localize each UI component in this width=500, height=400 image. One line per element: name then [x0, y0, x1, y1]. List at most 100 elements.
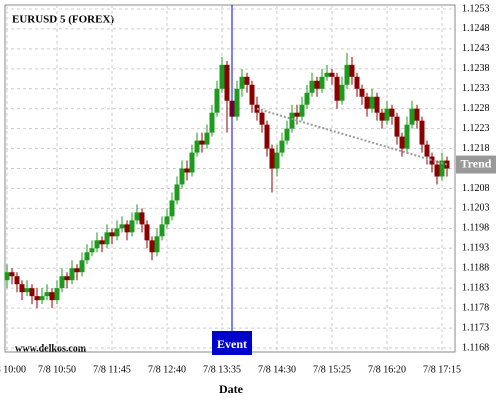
candle-body	[84, 252, 90, 261]
candle-body	[74, 268, 80, 273]
candle-body	[294, 112, 300, 117]
candle-body	[189, 152, 195, 173]
x-axis-label: Date	[219, 382, 244, 396]
candle-body	[119, 224, 125, 229]
candle-body	[414, 108, 420, 121]
y-tick-label: 1.1238	[462, 63, 490, 74]
candle-body	[154, 236, 160, 253]
candle-body	[239, 76, 245, 89]
candle-body	[134, 212, 140, 221]
candle-body	[379, 112, 385, 121]
candle-body	[139, 212, 145, 225]
candle-body	[354, 76, 360, 89]
x-tick-label: 7/8 12:40	[148, 364, 186, 375]
candle-body	[204, 132, 210, 145]
y-tick-label: 1.1198	[462, 223, 489, 234]
candle-body	[104, 232, 110, 245]
y-tick-label: 1.1223	[462, 123, 490, 134]
candle-body	[94, 240, 100, 249]
candle-body	[159, 224, 165, 237]
candle-body	[419, 120, 425, 145]
candle-body	[109, 232, 115, 237]
chart-title: EURUSD 5 (FOREX)	[12, 14, 114, 26]
candle-body	[304, 92, 310, 105]
candle-body	[259, 112, 265, 125]
candle-body	[399, 136, 405, 149]
candle-body	[9, 272, 15, 277]
candle-body	[424, 144, 430, 157]
y-tick-label: 1.1178	[462, 302, 489, 313]
candle-body	[334, 76, 340, 101]
candle-body	[444, 160, 450, 169]
plot-area	[4, 4, 456, 353]
candle-body	[49, 292, 55, 301]
candle-body	[19, 284, 25, 293]
y-tick-label: 1.1168	[462, 342, 489, 353]
candle-body	[409, 108, 415, 125]
candle-body	[389, 108, 395, 117]
candle-body	[184, 168, 190, 173]
y-tick-label: 1.1173	[462, 322, 489, 333]
candle-body	[224, 64, 230, 101]
y-tick-label: 1.1208	[462, 183, 490, 194]
candle-body	[179, 168, 185, 185]
candle-body	[404, 124, 410, 149]
candle-body	[79, 260, 85, 273]
candle-body	[114, 228, 120, 237]
y-tick-label: 1.1188	[462, 263, 489, 274]
candle-body	[439, 160, 445, 177]
candle-body	[269, 148, 275, 169]
candle-body	[144, 224, 150, 241]
candle-body	[284, 128, 290, 141]
candle-body	[14, 276, 20, 285]
y-tick-label: 1.1233	[462, 83, 490, 94]
candle-body	[89, 248, 95, 253]
x-tick-label: 7/8 13:35	[203, 364, 241, 375]
candle-body	[319, 76, 325, 89]
x-tick-label: 7/8 10:50	[38, 364, 76, 375]
candle-body	[99, 240, 105, 245]
candle-body	[384, 108, 390, 121]
candle-body	[29, 288, 35, 297]
candle-body	[359, 88, 365, 97]
candle-body	[329, 72, 335, 77]
x-tick-label: 7/8 14:30	[258, 364, 296, 375]
candle-body	[344, 64, 350, 85]
candle-body	[279, 140, 285, 153]
candle-body	[214, 88, 220, 113]
candle-body	[249, 84, 255, 105]
candle-body	[44, 292, 50, 297]
trend-line	[256, 107, 448, 166]
y-tick-label: 1.1243	[462, 43, 490, 54]
candle-body	[169, 200, 175, 217]
trend-label-box	[456, 155, 496, 174]
candle-body	[244, 76, 250, 85]
y-tick-label: 1.1253	[462, 3, 490, 14]
x-tick-label: 7/8 10:00	[0, 364, 26, 375]
candle-body	[174, 184, 180, 201]
candle-body	[69, 268, 75, 281]
y-tick-label: 1.1193	[462, 243, 489, 254]
event-label-box	[212, 331, 252, 355]
candle-body	[364, 96, 370, 109]
x-tick-label: 7/8 16:20	[368, 364, 406, 375]
y-tick-label: 1.1218	[462, 143, 490, 154]
candle-body	[324, 72, 330, 77]
event-label: Event	[217, 337, 247, 351]
x-tick-label: 7/8 15:25	[313, 364, 351, 375]
candle-body	[129, 220, 135, 233]
candle-body	[199, 140, 205, 145]
candle-body	[24, 288, 30, 293]
candle-body	[369, 96, 375, 109]
watermark: www.delkos.com	[15, 343, 87, 354]
candle-body	[429, 156, 435, 165]
candle-body	[394, 116, 400, 137]
candle-body	[309, 80, 315, 93]
y-tick-label: 1.1248	[462, 23, 490, 34]
candle-body	[59, 276, 65, 289]
candle-body	[54, 288, 60, 301]
candle-body	[194, 140, 200, 153]
x-tick-label: 7/8 17:15	[423, 364, 461, 375]
candle-body	[39, 296, 45, 301]
